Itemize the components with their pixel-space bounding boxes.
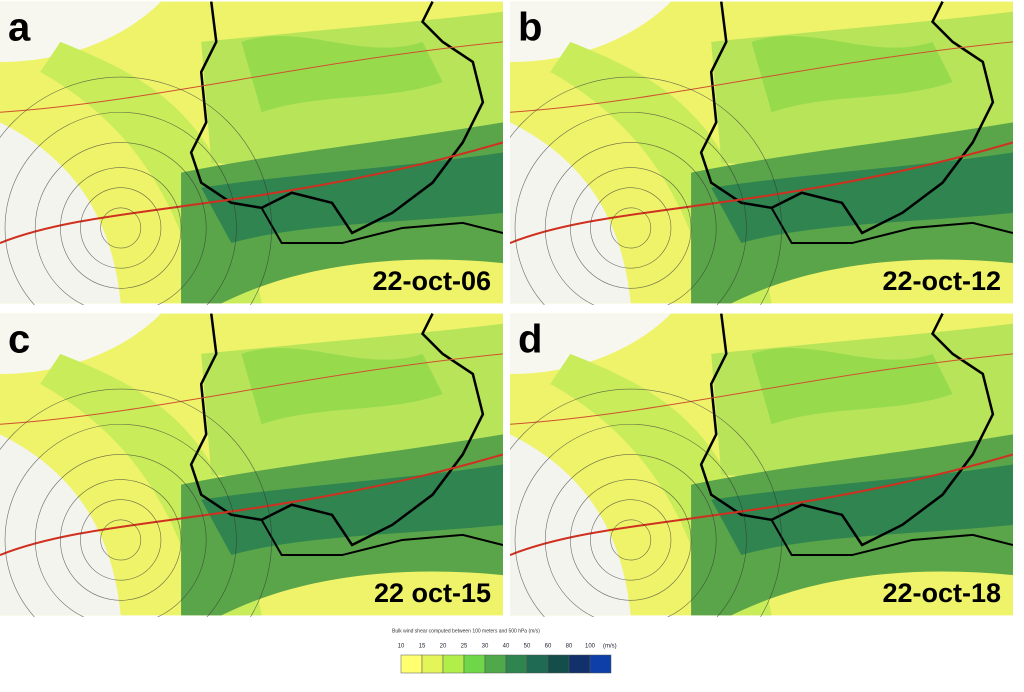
colorbar-tick: 40 [503, 644, 510, 650]
colorbar-title: Bulk wind shear computed between 100 met… [392, 628, 540, 634]
panels: a 22-oct-06 b 22-oct-12 c 22 oct-15 d 22-oct-18 [0, 0, 1013, 617]
panel-label: b [518, 6, 542, 50]
panel-label: c [8, 318, 30, 362]
colorbar-tick: 60 [545, 644, 552, 650]
color-box [526, 654, 549, 674]
colorbar-tick: 15 [419, 644, 426, 650]
panel-label: d [518, 318, 542, 362]
colorbar-tick: 10 [398, 644, 405, 650]
map-panel: b 22-oct-12 [510, 0, 1013, 305]
color-box [484, 654, 507, 674]
colorbar-tick: 80 [566, 644, 573, 650]
colorbar-unit: (m/s) [603, 644, 617, 650]
color-box [421, 654, 444, 674]
timestamp: 22-oct-18 [882, 578, 1001, 608]
map-image [510, 312, 1013, 617]
color-box [547, 654, 570, 674]
timestamp: 22-oct-06 [372, 266, 491, 296]
map-panel: d 22-oct-18 [510, 312, 1013, 617]
colorbar-tick: 25 [461, 644, 468, 650]
color-box [568, 654, 591, 674]
color-box [505, 654, 528, 674]
color-box [463, 654, 486, 674]
color-box [589, 654, 612, 674]
colorbar-tick: 50 [524, 644, 531, 650]
colorbar-tick: 20 [440, 644, 447, 650]
colorbar-tick: 30 [482, 644, 489, 650]
color-box [442, 654, 465, 674]
panel-label: a [8, 6, 31, 50]
map-panel: a 22-oct-06 [0, 0, 503, 305]
colorbar-tick: 100 [585, 644, 596, 650]
timestamp: 22-oct-12 [882, 266, 1001, 296]
timestamp: 22 oct-15 [374, 578, 491, 608]
color-box [400, 654, 423, 674]
map-panel: c 22 oct-15 [0, 312, 503, 617]
colorbar: Bulk wind shear computed between 100 met… [392, 628, 617, 674]
